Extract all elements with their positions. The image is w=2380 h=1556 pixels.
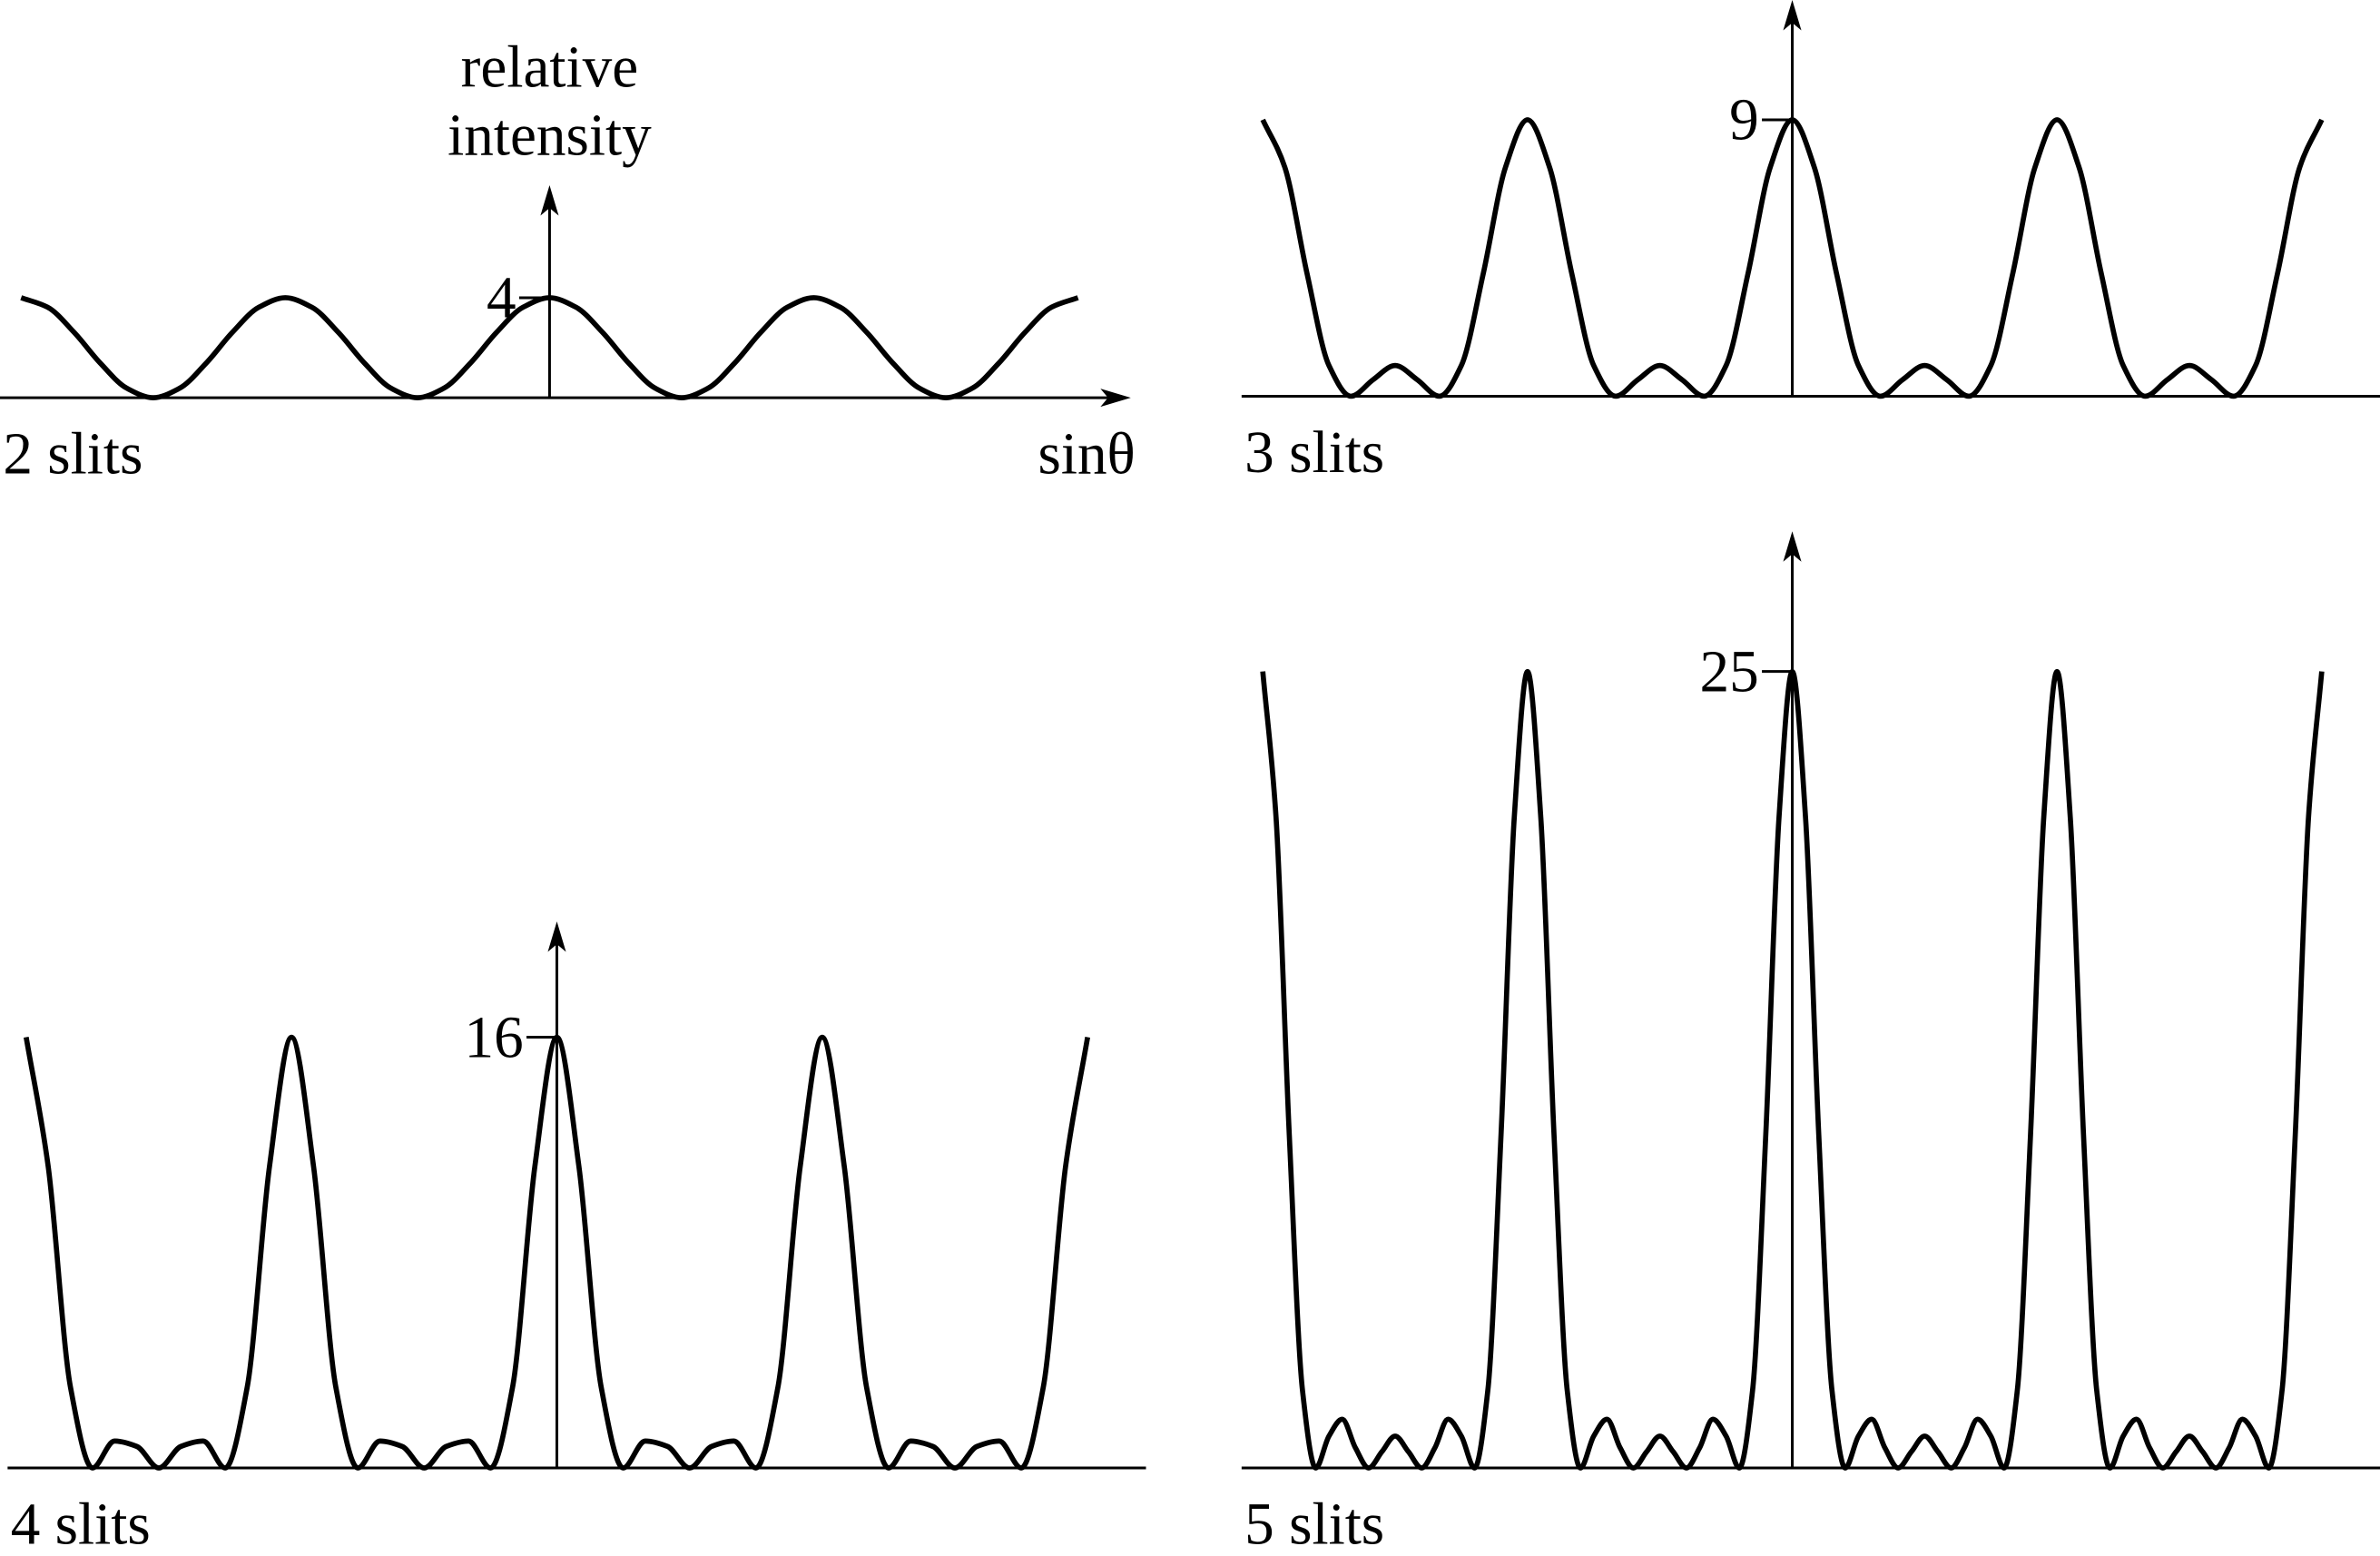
y-tick-label: 16	[465, 1005, 524, 1070]
y-axis-arrow	[547, 921, 566, 952]
y-axis-arrow	[1783, 531, 1802, 562]
y-tick-label: 9	[1729, 88, 1759, 153]
y-axis-arrow	[1783, 0, 1802, 31]
x-axis-arrow	[1100, 389, 1131, 408]
y-axis-label: intensity	[447, 103, 652, 169]
intensity-curve	[20, 295, 1079, 400]
x-axis-label: sinθ	[1038, 422, 1135, 487]
y-tick-label: 4	[487, 266, 516, 331]
y-tick-label: 25	[1700, 639, 1759, 704]
y-axis-label: relative	[461, 34, 638, 100]
panel: 9 3 slits	[1241, 0, 2380, 486]
intensity-curve	[24, 1034, 1090, 1471]
y-axis-arrow	[540, 185, 559, 216]
panel-label: 3 slits	[1244, 420, 1384, 486]
intensity-curve	[1260, 117, 2325, 399]
intensity-curve	[1260, 668, 2325, 1471]
panel-label: 5 slits	[1244, 1492, 1384, 1556]
panel: 25 5 slits	[1241, 531, 2380, 1556]
panel-label: 4 slits	[11, 1492, 151, 1556]
panel: 16 4 slits	[7, 921, 1146, 1556]
panel-label: 2 slits	[3, 422, 143, 487]
